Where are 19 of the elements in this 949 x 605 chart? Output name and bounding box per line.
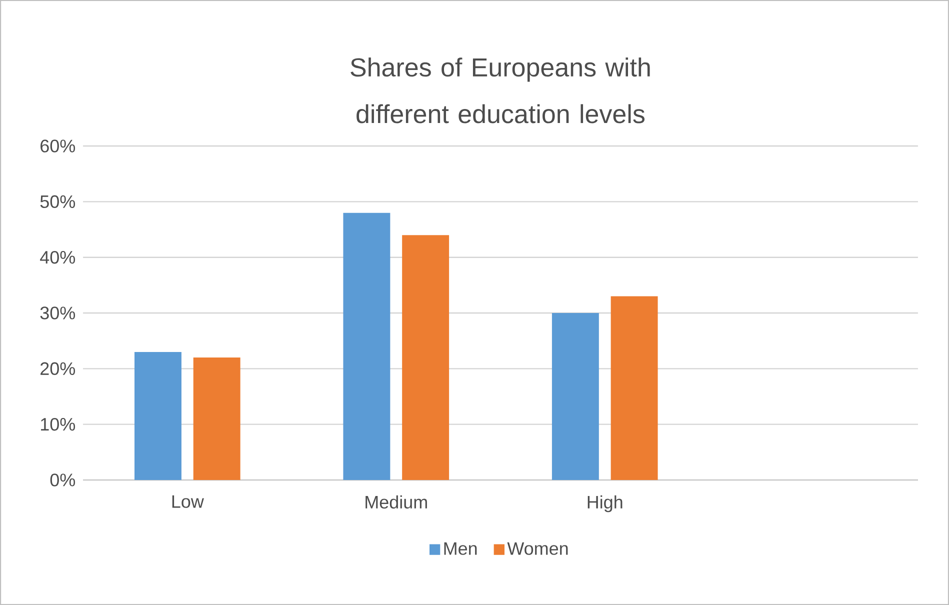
y-tick-label: 30% [40, 306, 76, 320]
y-tick-label: 40% [40, 250, 76, 264]
bar [193, 358, 240, 480]
bar [343, 212, 390, 480]
bar [134, 352, 182, 480]
legend-label: Women [507, 542, 568, 555]
bar [610, 296, 658, 480]
x-tick-label: High [588, 495, 622, 512]
y-tick-label: 10% [41, 418, 76, 431]
chart-title: Shares of Europeans with different education levels [350, 58, 650, 124]
bar [552, 313, 599, 480]
legend-label: Men [444, 542, 477, 555]
y-tick-label: 50% [40, 195, 76, 208]
y-tick-label: 0% [50, 474, 76, 486]
bar [402, 235, 450, 480]
x-tick-label: Medium [366, 495, 427, 509]
y-tick-label: 60% [40, 140, 76, 152]
x-tick-label: Low [172, 495, 204, 508]
y-tick-label: 20% [40, 362, 76, 376]
